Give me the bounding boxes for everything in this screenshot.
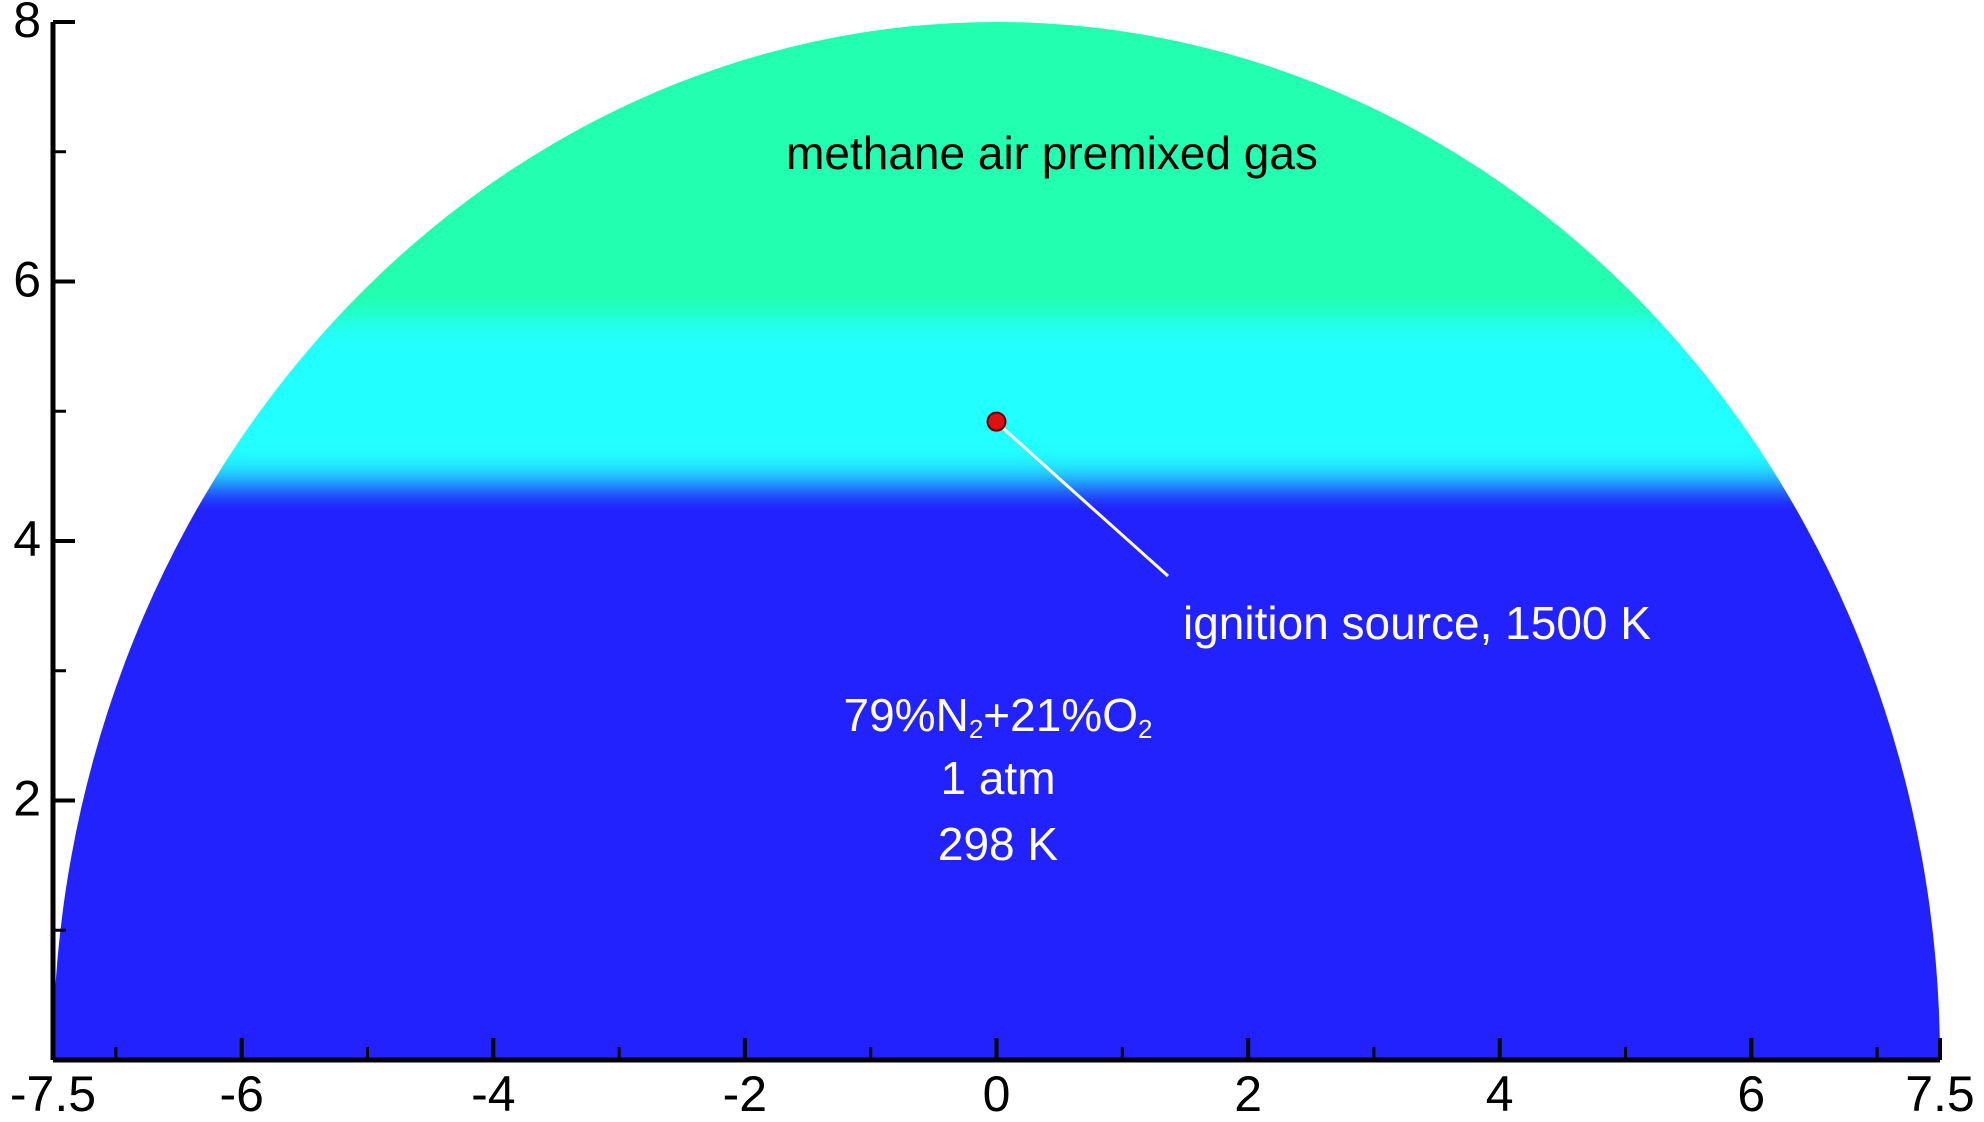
x-tick-label: -4 xyxy=(471,1066,515,1122)
x-tick-label: -2 xyxy=(723,1066,767,1122)
x-tick-label: 0 xyxy=(983,1066,1011,1122)
text: +21%O xyxy=(983,689,1138,741)
x-tick-label: 2 xyxy=(1234,1066,1262,1122)
subscript: 2 xyxy=(1138,714,1152,744)
region xyxy=(53,476,1940,1060)
region xyxy=(53,320,1940,477)
annotation: 298 K xyxy=(938,818,1059,870)
leader-line xyxy=(994,420,1170,578)
annotation: methane air premixed gas xyxy=(786,127,1318,179)
x-tick-label: 4 xyxy=(1486,1066,1514,1122)
y-tick-label: 8 xyxy=(13,0,41,48)
annotation: ignition source, 1500 K xyxy=(1183,597,1651,649)
subscript: 2 xyxy=(969,714,983,744)
x-tick-label: 6 xyxy=(1737,1066,1765,1122)
x-tick-label: -7.5 xyxy=(10,1066,96,1122)
y-tick-label: 6 xyxy=(13,252,41,308)
y-tick-label: 4 xyxy=(13,511,41,567)
ignition-point xyxy=(986,411,1007,432)
x-tick-label: 7.5 xyxy=(1905,1066,1975,1122)
x-tick-label: -6 xyxy=(219,1066,263,1122)
annotation: 79%N2+21%O2 xyxy=(844,689,1153,744)
text: 79%N xyxy=(844,689,969,741)
annotation: 1 atm xyxy=(940,752,1055,804)
y-tick-label: 2 xyxy=(13,771,41,827)
